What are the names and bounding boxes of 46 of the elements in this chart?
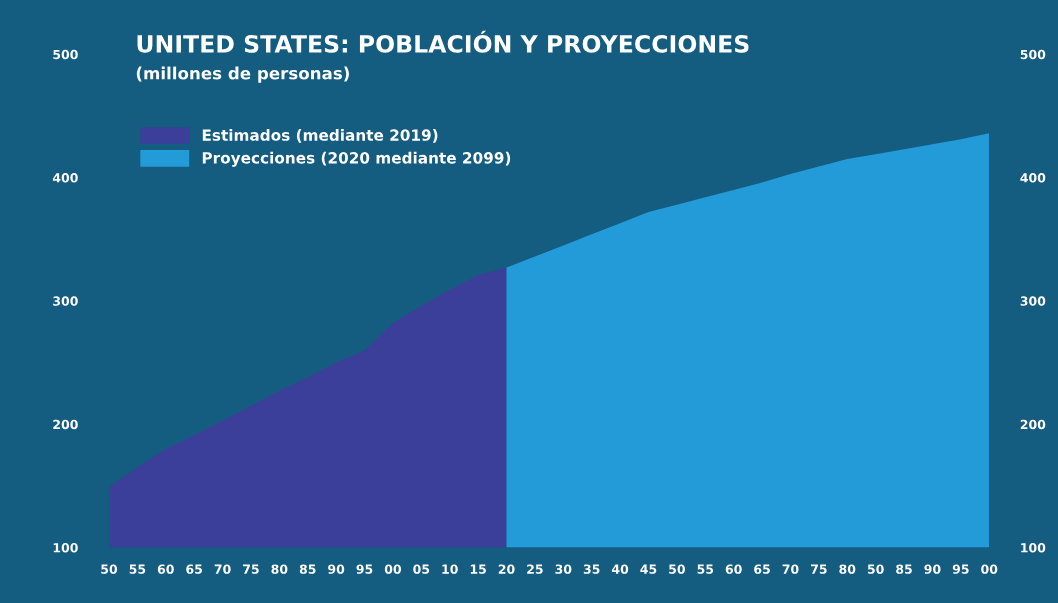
x-tick-label: 55 — [697, 564, 714, 574]
y-tick-label: 100 — [53, 543, 78, 553]
x-tick-label: 60 — [157, 564, 174, 574]
x-tick-label: 75 — [811, 564, 827, 574]
y-tick-label: 500 — [53, 49, 78, 60]
x-tick-label: 75 — [243, 564, 259, 574]
y2-tick-label: 100 — [1021, 543, 1046, 553]
y2-tick-label: 400 — [1020, 173, 1046, 183]
x-tick-label: 20 — [498, 564, 515, 574]
x-tick-label: 10 — [442, 564, 458, 574]
x-tick-label: 35 — [583, 564, 600, 574]
x-tick-label: 00 — [384, 564, 402, 574]
x-tick-label: 95 — [952, 564, 969, 574]
x-tick-label: 40 — [611, 564, 629, 574]
x-tick-label: 65 — [754, 564, 770, 574]
x-tick-label: 55 — [129, 564, 146, 574]
x-tick-label: 50 — [867, 564, 884, 574]
x-tick-label: 60 — [725, 564, 742, 574]
x-tick-label: 85 — [896, 564, 912, 574]
chart-title: UNITED STATES: POBLACIÓN Y PROYECCIONES — [137, 30, 749, 53]
y-tick-label: 300 — [53, 296, 78, 306]
x-tick-label: 00 — [981, 564, 998, 574]
x-tick-label: 30 — [555, 564, 572, 574]
x-tick-label: 80 — [839, 564, 856, 574]
x-tick-label: 70 — [214, 564, 231, 574]
x-tick-label: 85 — [299, 564, 316, 574]
x-tick-label: 50 — [669, 564, 685, 574]
x-tick-label: 50 — [101, 564, 118, 574]
x-tick-label: 90 — [328, 564, 345, 574]
x-tick-label: 70 — [782, 564, 799, 574]
x-tick-label: 25 — [527, 564, 543, 574]
x-tick-label: 95 — [356, 564, 373, 574]
x-tick-label: 80 — [271, 564, 288, 574]
y2-tick-label: 500 — [1020, 49, 1046, 60]
x-tick-label: 45 — [640, 564, 657, 574]
x-tick-label: 05 — [413, 564, 430, 574]
y2-tick-label: 200 — [1020, 419, 1046, 430]
legend-label: Estimados (mediante 2019) — [202, 129, 438, 143]
y-tick-label: 400 — [52, 173, 78, 183]
text: (millones de personas) — [136, 66, 349, 83]
y-tick-label: 200 — [53, 419, 78, 430]
y2-tick-label: 300 — [1020, 296, 1046, 306]
x-tick-label: 15 — [470, 564, 486, 574]
legend-label: Proyecciones (2020 mediante 2099) — [202, 151, 511, 167]
x-tick-label: 65 — [186, 564, 202, 574]
x-tick-label: 90 — [924, 564, 941, 574]
